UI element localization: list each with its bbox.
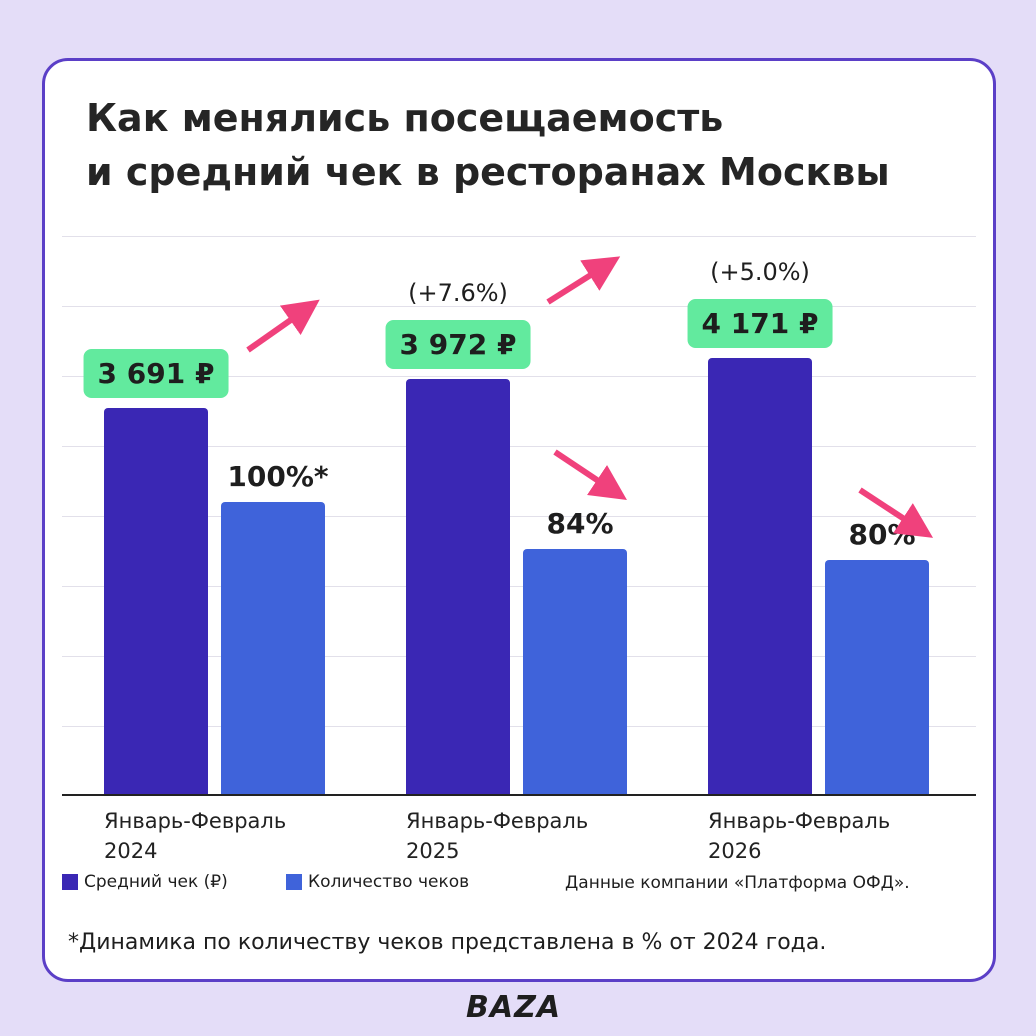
bar: [221, 501, 325, 795]
x-tick-label: Январь-Февраль 2025: [406, 809, 589, 863]
background-line: [62, 516, 976, 517]
value-label: 4 171 ₽: [687, 299, 833, 349]
bar: [523, 548, 627, 795]
value-label: 3 972 ₽: [385, 319, 531, 369]
value-label: 100%*: [227, 459, 329, 493]
background-line: [62, 306, 976, 307]
title-line: и средний чек в ресторанах Москвы: [86, 150, 890, 194]
bar: [406, 378, 510, 795]
legend-label: Количество чеков: [308, 872, 470, 892]
bar: [708, 358, 812, 795]
background-line: [62, 656, 976, 657]
background-line: [62, 726, 976, 727]
source: Данные компании «Платформа ОФД».: [565, 873, 910, 893]
legend-swatch: [286, 874, 302, 890]
bar: [825, 560, 929, 795]
footnote: *Динамика по количеству чеков представле…: [68, 930, 827, 955]
background-line: [62, 376, 976, 377]
change-label: (+7.6%): [408, 278, 508, 307]
legend-swatch: [62, 874, 78, 890]
background-line: [62, 236, 976, 237]
change-label: (+5.0%): [710, 258, 810, 287]
background-line: [62, 446, 976, 447]
legend-item: Средний чек (₽): [62, 872, 228, 892]
x-tick-label: Январь-Февраль 2024: [104, 809, 287, 863]
trend-arrows: [246, 256, 934, 538]
legend-item: Количество чеков: [286, 872, 469, 892]
legend-label: Средний чек (₽): [84, 872, 228, 892]
bar: [104, 408, 208, 795]
title-line: Как менялись посещаемость: [86, 96, 724, 140]
value-label: 3 691 ₽: [83, 349, 229, 399]
value-label: 84%: [546, 506, 614, 540]
background-line: [62, 586, 976, 587]
x-tick-label: Январь-Февраль 2026: [708, 809, 891, 863]
brand: BAZA: [466, 990, 562, 1025]
